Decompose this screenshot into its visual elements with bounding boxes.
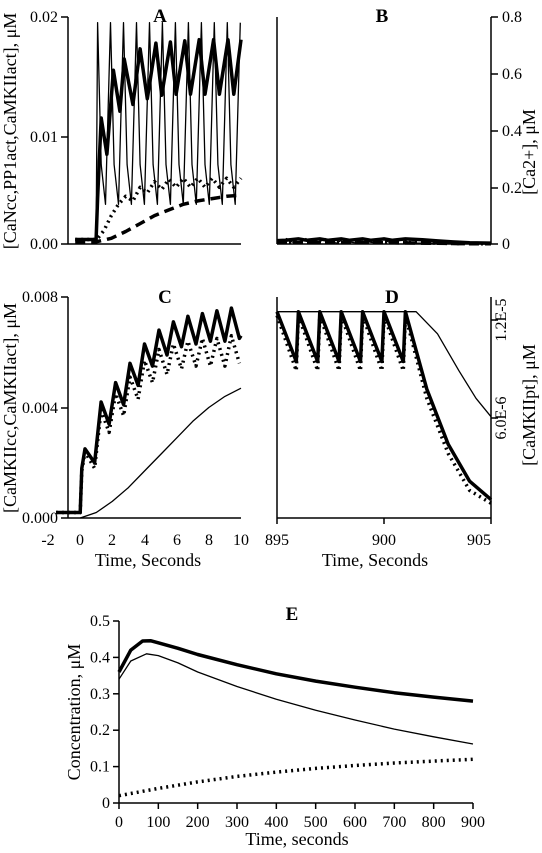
panel-c-series-dotted: [56, 333, 242, 515]
panel-d-xtick-label: 900: [372, 532, 396, 549]
panel-d-title: D: [385, 287, 399, 308]
panel-c-ytick-label: 0.000: [22, 510, 58, 527]
panel-c-ytick-label: 0.008: [22, 289, 58, 306]
panel-e-ytick-label: 0: [102, 795, 110, 812]
panel-e-xtick-label: 200: [186, 814, 210, 831]
panel-d-xtick-label: 905: [467, 532, 491, 549]
panel-e-xtick-label: 500: [304, 814, 328, 831]
panel-c-xtick-label: 4: [141, 532, 149, 549]
panel-e-ticks: 0 100 200 300 400 500 600 700 800 900 0 0.1 0.2 0.3 0.…: [90, 613, 485, 831]
panel-c-xtick-label: 6: [173, 532, 181, 549]
panel-a-y-label: [CaNcc,PP1act,CaMKIIact], μM: [0, 13, 20, 250]
panel-b-ytick-label: 0: [502, 236, 510, 253]
panel-b-y-label: [Ca2+], μM: [519, 109, 539, 195]
panel-c-xtick-label: 8: [205, 532, 213, 549]
panel-d-series-dotted: [275, 313, 492, 505]
panel-c-xtick-label: 10: [233, 532, 249, 549]
panel-e: E 0 100 200 300 400 500 600 700 800 900 0 0.1 0.2 0.3…: [64, 604, 485, 849]
panel-b-ytick-label: 0.4: [502, 123, 522, 140]
panel-b: B 0 0.2 0.4 0.6 0.8 [Ca2+], μM: [276, 6, 539, 253]
panel-e-ytick-label: 0.5: [90, 613, 110, 630]
panel-e-title: E: [286, 604, 299, 625]
panel-b-ytick-label: 0.2: [502, 180, 522, 197]
panel-e-xtick-label: 600: [343, 814, 367, 831]
panel-a-ytick-label: 0.00: [30, 236, 58, 253]
panel-a-plot-area: [75, 22, 243, 244]
panel-e-xtick-label: 100: [146, 814, 170, 831]
panel-e-ytick-label: 0.2: [90, 722, 110, 739]
panel-a-series-thin-spikes: [75, 22, 241, 241]
panel-e-xtick-label: 800: [422, 814, 446, 831]
panel-a-title: A: [153, 6, 167, 27]
panel-b-plot-area: [276, 237, 492, 246]
panel-c: C 0.000 0.004 0.008 -2 0 2 4 6 8 10 Time…: [0, 287, 249, 570]
panel-c-y-label: [CaMKIIcc,CaMKIIact], μM: [0, 303, 20, 513]
panel-b-title: B: [376, 6, 389, 27]
panel-e-plot-area: [117, 638, 474, 798]
panel-e-xtick-label: 300: [225, 814, 249, 831]
panel-a-ytick-label: 0.02: [30, 9, 58, 26]
panel-c-xtick-label: 0: [76, 532, 84, 549]
panel-a-series-dotted: [75, 176, 243, 242]
panel-e-xtick-label: 400: [264, 814, 288, 831]
panel-d-ytick-label: 1.2E-5: [493, 298, 510, 341]
panel-e-xtick-label: 900: [461, 814, 485, 831]
panel-c-x-label: Time, Seconds: [95, 550, 201, 570]
panel-c-xtick-label: 2: [108, 532, 116, 549]
panel-c-ytick-label: 0.004: [22, 400, 58, 417]
panel-b-ytick-label: 0.8: [502, 9, 522, 26]
panel-e-series-dotted: [118, 757, 474, 798]
panel-a-ytick-label: 0.01: [30, 129, 58, 146]
panel-e-ytick-label: 0.1: [90, 759, 110, 776]
panel-d-series-thick-solid: [275, 309, 493, 501]
panel-c-series-thin: [79, 387, 242, 519]
panel-d-ytick-label: 6.0E-6: [493, 396, 510, 439]
panel-e-xtick-label: 0: [115, 814, 123, 831]
panel-b-ytick-label: 0.6: [502, 66, 522, 83]
panel-d-xtick-label: 895: [265, 532, 289, 549]
panel-a: A 0.00 0.01 0.02 [CaNcc,PP1act,CaMKIIact…: [0, 6, 243, 253]
panel-e-ytick-label: 0.3: [90, 686, 110, 703]
panel-d-plot-area: [275, 309, 493, 505]
panel-c-xtick-label: -2: [41, 532, 54, 549]
panel-d-series-thin: [277, 311, 492, 418]
panel-d: D 6.0E-6 1.2E-5 [CaMKIIpt], μM 895 900 9…: [265, 287, 539, 570]
panel-c-series-thick-solid: [56, 306, 243, 515]
panel-d-y-label: [CaMKIIpt], μM: [519, 344, 539, 466]
panel-b-series-dashed: [277, 241, 491, 246]
panel-d-x-label: Time, Seconds: [322, 550, 428, 570]
panel-a-series-dashed: [75, 193, 242, 244]
panel-e-y-label: Concentration, μM: [64, 644, 84, 781]
panel-e-series-thick-solid: [117, 638, 474, 703]
panel-e-ytick-label: 0.4: [90, 649, 110, 666]
panel-e-series-thin: [118, 653, 474, 745]
panel-c-title: C: [158, 287, 172, 308]
panel-b-series-thick-solid: [276, 237, 492, 245]
panel-e-x-label: Time, seconds: [245, 829, 348, 849]
panel-c-plot-area: [56, 306, 243, 519]
panel-e-xtick-label: 700: [382, 814, 406, 831]
